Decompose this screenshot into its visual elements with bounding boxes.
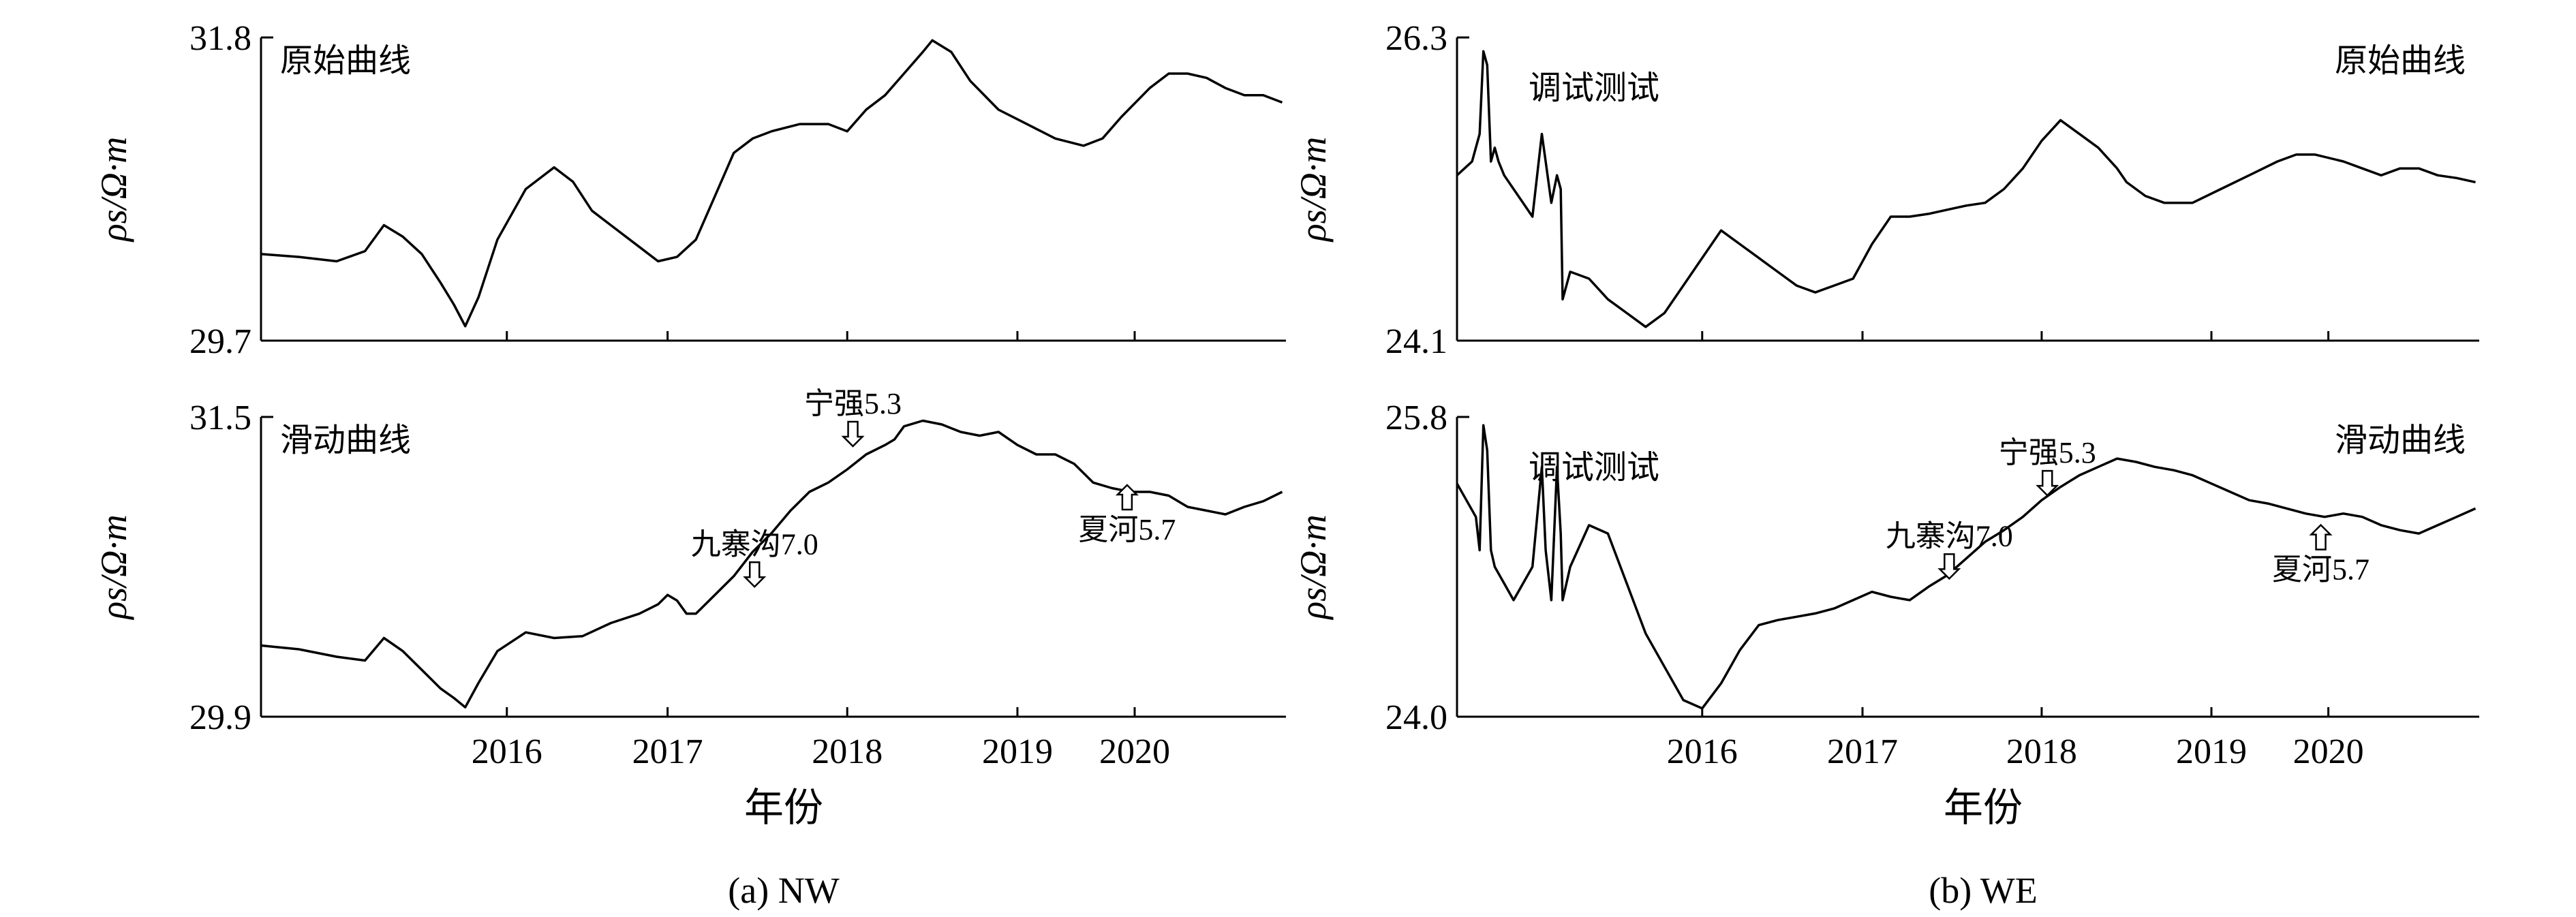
x-tick-label: 2017	[632, 732, 703, 771]
y-axis-label: ρs/Ω·m	[1293, 514, 1334, 620]
y-tick-label: 29.9	[189, 698, 251, 737]
earthquake-label: 九寨沟7.0	[1886, 519, 2013, 553]
y-tick-label: 24.1	[1385, 322, 1447, 361]
down-arrow-icon	[2036, 469, 2059, 497]
panel-label: 滑动曲线	[280, 422, 411, 458]
caption-b: (b) WE	[1929, 870, 2037, 911]
earthquake-label: 九寨沟7.0	[691, 527, 818, 561]
up-arrow-icon	[1115, 484, 1139, 511]
caption-a: (a) NW	[728, 870, 839, 911]
earthquake-label: 宁强5.3	[1999, 436, 2096, 469]
x-tick-label: 2017	[1827, 732, 1898, 771]
y-tick-label: 29.7	[189, 322, 251, 361]
x-axis-title-a: 年份	[744, 786, 823, 830]
x-tick-label: 2020	[1099, 732, 1170, 771]
debug-test-label: 调试测试	[1529, 450, 1659, 486]
x-tick-label: 2019	[982, 732, 1053, 771]
x-tick-label: 2020	[2293, 732, 2364, 771]
chart-nw: 29.7 31.8 ρs/Ω·m 原始曲线 29.9 31.5 ρs/Ω·m 滑动曲线九寨沟7…	[93, 19, 1286, 771]
y-tick-label: 24.0	[1385, 698, 1447, 737]
series-line	[260, 419, 1283, 709]
earthquake-label: 夏河5.7	[1078, 513, 1176, 546]
y-tick-label: 31.5	[189, 399, 251, 437]
y-tick-label: 25.8	[1385, 399, 1447, 437]
x-tick-label: 2016	[1667, 732, 1738, 771]
x-tick-label: 2019	[2176, 732, 2247, 771]
y-axis-label: ρs/Ω·m	[93, 514, 134, 620]
series-line	[1456, 50, 2476, 328]
earthquake-label: 宁强5.3	[804, 387, 902, 420]
x-tick-label: 2016	[472, 732, 542, 771]
panel-label: 滑动曲线	[2335, 422, 2466, 458]
series-line	[260, 39, 1283, 328]
y-tick-label: 31.8	[189, 19, 251, 58]
down-arrow-icon	[1937, 553, 1961, 580]
earthquake-label: 夏河5.7	[2272, 553, 2370, 587]
x-axis-title-b: 年份	[1944, 786, 2023, 830]
debug-test-label: 调试测试	[1529, 70, 1659, 106]
y-tick-label: 26.3	[1385, 19, 1447, 58]
x-tick-label: 2018	[812, 732, 883, 771]
y-axis-label: ρs/Ω·m	[93, 137, 134, 243]
down-arrow-icon	[841, 420, 865, 448]
down-arrow-icon	[743, 561, 767, 589]
y-axis-label: ρs/Ω·m	[1293, 137, 1334, 243]
series-line	[1456, 424, 2477, 710]
panel-label: 原始曲线	[280, 43, 411, 79]
up-arrow-icon	[2309, 523, 2333, 550]
x-tick-label: 2018	[2006, 732, 2077, 771]
panel-label: 原始曲线	[2335, 43, 2466, 79]
